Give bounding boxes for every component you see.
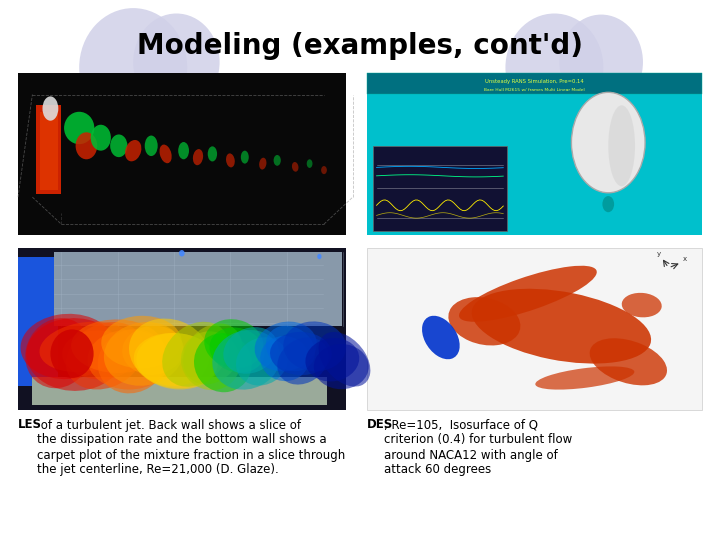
Ellipse shape [193,149,203,165]
Text: LES: LES [18,418,42,431]
Ellipse shape [535,367,634,389]
Bar [367,73,702,94]
Ellipse shape [318,332,370,387]
Bar [18,73,346,235]
Ellipse shape [212,330,281,390]
Ellipse shape [162,322,229,387]
Ellipse shape [102,316,181,368]
Ellipse shape [179,142,189,159]
Ellipse shape [210,327,264,373]
Bar [40,112,58,190]
Bar [32,377,327,405]
Text: x: x [683,256,687,262]
Ellipse shape [292,162,299,172]
Ellipse shape [208,146,217,161]
Text: DES: DES [367,418,393,431]
Ellipse shape [40,322,132,372]
Ellipse shape [104,322,184,386]
Ellipse shape [472,289,651,363]
Ellipse shape [270,332,332,375]
Ellipse shape [98,329,166,394]
Ellipse shape [590,338,667,386]
Ellipse shape [64,112,94,144]
Ellipse shape [283,321,346,372]
Ellipse shape [321,166,327,174]
Ellipse shape [277,338,328,384]
Bar [367,248,702,410]
Ellipse shape [183,323,242,384]
Ellipse shape [125,140,141,161]
Text: of a turbulent jet. Back wall shows a slice of
the dissipation rate and the bott: of a turbulent jet. Back wall shows a sl… [37,418,346,476]
Ellipse shape [160,145,171,163]
Ellipse shape [62,330,136,379]
Ellipse shape [42,97,58,121]
Ellipse shape [255,321,317,372]
Ellipse shape [145,136,158,156]
Bar [373,146,507,231]
Ellipse shape [71,320,163,373]
Ellipse shape [505,14,603,122]
Ellipse shape [179,250,185,256]
Ellipse shape [449,297,521,346]
Ellipse shape [318,254,322,259]
Ellipse shape [50,329,94,378]
Bar [36,105,61,194]
Ellipse shape [66,322,144,389]
Bar [367,73,702,235]
Ellipse shape [194,333,252,392]
Ellipse shape [129,319,210,386]
Ellipse shape [240,151,249,164]
Ellipse shape [459,266,597,322]
Ellipse shape [314,344,369,389]
Ellipse shape [204,319,264,368]
Ellipse shape [136,333,218,389]
Ellipse shape [572,92,645,193]
Ellipse shape [87,330,171,389]
Ellipse shape [259,158,266,170]
Ellipse shape [422,316,459,359]
Ellipse shape [91,125,111,151]
Ellipse shape [76,132,97,159]
Ellipse shape [603,196,614,212]
Ellipse shape [223,327,278,374]
Text: Modeling (examples, cont'd): Modeling (examples, cont'd) [137,32,583,60]
Ellipse shape [181,332,240,390]
Ellipse shape [134,333,218,388]
Ellipse shape [26,318,122,391]
Ellipse shape [305,338,359,381]
Ellipse shape [266,326,315,371]
Ellipse shape [559,15,643,110]
Ellipse shape [260,336,309,381]
Ellipse shape [21,314,114,379]
Ellipse shape [226,153,235,167]
Ellipse shape [274,155,281,166]
Ellipse shape [110,134,127,157]
Ellipse shape [236,338,288,386]
Ellipse shape [608,105,635,186]
Text: y: y [657,251,661,257]
Bar [54,252,342,326]
Text: Unsteady RANS Simulation, Pre=0.14: Unsteady RANS Simulation, Pre=0.14 [485,79,584,84]
Bar [18,248,346,410]
Ellipse shape [307,159,312,168]
Ellipse shape [25,318,91,388]
Text: Bare Hull M2615 w/ frames Multi Linear Model: Bare Hull M2615 w/ frames Multi Linear M… [485,88,585,92]
Ellipse shape [79,8,187,127]
Ellipse shape [622,293,662,318]
Ellipse shape [133,14,220,111]
Text: , Re=105,  Isosurface of Q
criterion (0.4) for turbulent flow
around NACA12 with: , Re=105, Isosurface of Q criterion (0.4… [384,418,572,476]
Bar [18,256,58,386]
Ellipse shape [122,326,184,375]
